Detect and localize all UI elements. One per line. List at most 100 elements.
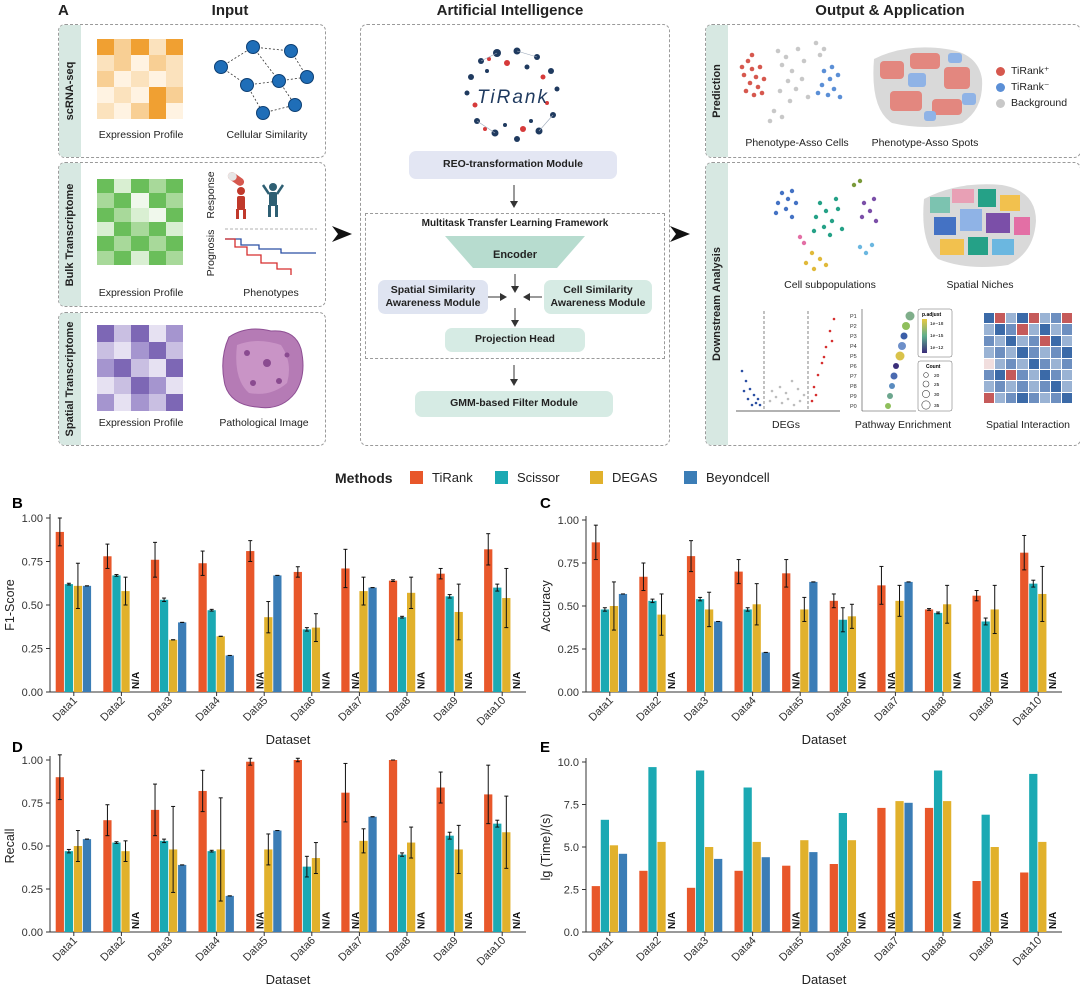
bar-beyondcell	[273, 830, 282, 932]
padj-tick: 1e−15	[930, 333, 944, 339]
x-tick-label: Data8	[384, 935, 413, 964]
pathological-image	[222, 328, 304, 409]
survival-curve	[225, 238, 316, 275]
bar-beyondcell	[904, 581, 913, 692]
bar-beyondcell	[82, 585, 92, 692]
bar-scissor	[743, 609, 752, 692]
bar-degas	[657, 841, 666, 932]
section-title-ai: Artificial Intelligence	[436, 2, 584, 19]
y-tick-label: 0.50	[558, 601, 579, 613]
methods-legend-title: Methods	[335, 470, 393, 486]
bar-scissor	[64, 851, 73, 932]
arrow-down-icon	[511, 274, 519, 293]
spatial-similarity-module: Spatial Similarity Awareness Module	[378, 280, 488, 314]
bar-degas	[895, 801, 904, 932]
na-label: N/A	[351, 912, 362, 929]
bar-degas	[752, 604, 761, 692]
x-tick-label: Data10	[475, 695, 509, 729]
na-label: N/A	[464, 912, 475, 929]
pill-icon	[227, 172, 245, 186]
bar-degas	[359, 840, 368, 932]
bar-beyondcell	[618, 853, 628, 932]
legend-dot	[996, 66, 1005, 76]
bar-scissor	[445, 596, 454, 692]
pathway-term: P0	[850, 404, 857, 410]
arrow-down-icon	[511, 308, 519, 327]
pathway-term: P3	[850, 334, 857, 340]
y-tick-label: 0.00	[558, 687, 579, 699]
x-tick-label: Data6	[825, 695, 854, 724]
scrna-box: scRNA-seq Expression Profile Cellular Si…	[58, 24, 326, 158]
cellular-similarity-network	[214, 40, 314, 120]
panel-letter-d: D	[12, 739, 23, 756]
bar-beyondcell	[273, 575, 282, 692]
bar-scissor	[838, 619, 847, 692]
x-tick-label: Data1	[587, 695, 616, 724]
x-tick-label: Data9	[967, 935, 996, 964]
x-tick-label: Data7	[336, 695, 365, 724]
bar-degas	[407, 592, 416, 692]
phenotype-illustration	[225, 172, 317, 275]
bar-degas	[73, 585, 83, 692]
bar-tirank	[924, 807, 934, 932]
y-tick-label: 7.5	[564, 800, 579, 812]
bar-tirank	[55, 777, 64, 932]
bar-degas	[121, 591, 130, 692]
x-tick-label: Data8	[920, 935, 949, 964]
legend-dot	[996, 98, 1005, 108]
legend-item-beyondcell: Beyondcell	[684, 470, 770, 485]
bar-scissor	[397, 854, 407, 932]
bar-tirank	[686, 556, 696, 692]
spatial-niches-caption: Spatial Niches	[946, 279, 1014, 291]
bar-tirank	[436, 573, 445, 692]
bar-degas	[943, 604, 952, 692]
bar-scissor	[981, 814, 990, 932]
bar-scissor	[743, 787, 752, 932]
y-tick-label: 0.75	[22, 798, 43, 810]
bar-tirank	[484, 794, 493, 932]
count-tick: 20	[934, 373, 940, 379]
pathway-term: P5	[850, 354, 857, 360]
x-tick-label: Data7	[872, 935, 901, 964]
x-tick-label: Data3	[146, 695, 175, 724]
phenotype-cells-caption: Phenotype-Asso Cells	[745, 137, 849, 149]
x-tick-label: Data1	[587, 935, 616, 964]
bar-tirank	[293, 571, 302, 692]
bar-tirank	[150, 559, 160, 692]
bulk-phenotype-caption: Phenotypes	[243, 287, 299, 299]
arrow-left-icon	[523, 293, 542, 301]
na-label: N/A	[417, 672, 428, 689]
na-label: N/A	[887, 672, 898, 689]
legend-item-scissor: Scissor	[495, 470, 560, 485]
x-tick-label: Data6	[825, 935, 854, 964]
bulk-expression-heatmap	[97, 179, 183, 265]
spatial-row-label: Spatial Transcriptome	[59, 313, 81, 445]
arrow-down-icon	[510, 185, 518, 208]
pathway-term: P6	[850, 364, 857, 370]
y-tick-label: 10.0	[558, 757, 579, 769]
bar-degas	[216, 636, 225, 692]
x-tick-label: Data2	[634, 695, 663, 724]
na-label: N/A	[512, 672, 523, 689]
bar-tirank	[591, 886, 600, 932]
bar-tirank	[877, 807, 886, 932]
y-axis-label: Accuracy	[539, 580, 553, 632]
bar-degas	[990, 609, 999, 692]
downstream-row-label: Downstream Analysis	[706, 163, 728, 445]
na-label: N/A	[464, 672, 475, 689]
tirank-logo: TiRank	[463, 46, 563, 146]
legend-swatch	[684, 471, 697, 484]
bar-tirank	[198, 563, 207, 692]
x-tick-label: Data3	[682, 695, 711, 724]
bar-scissor	[981, 621, 990, 692]
legend-swatch	[495, 471, 508, 484]
bar-tirank	[591, 542, 600, 692]
bar-degas	[609, 845, 619, 932]
ai-box: TiRank REO-transformation Module Multita…	[360, 24, 670, 446]
bar-scissor	[207, 610, 216, 692]
na-label: N/A	[1000, 912, 1011, 929]
chart-b-f1-score: B0.000.250.500.751.00F1-ScoreData1N/ADat…	[3, 495, 526, 744]
bar-degas	[1038, 841, 1047, 932]
na-label: N/A	[256, 912, 267, 929]
response-label: Response	[205, 171, 217, 219]
